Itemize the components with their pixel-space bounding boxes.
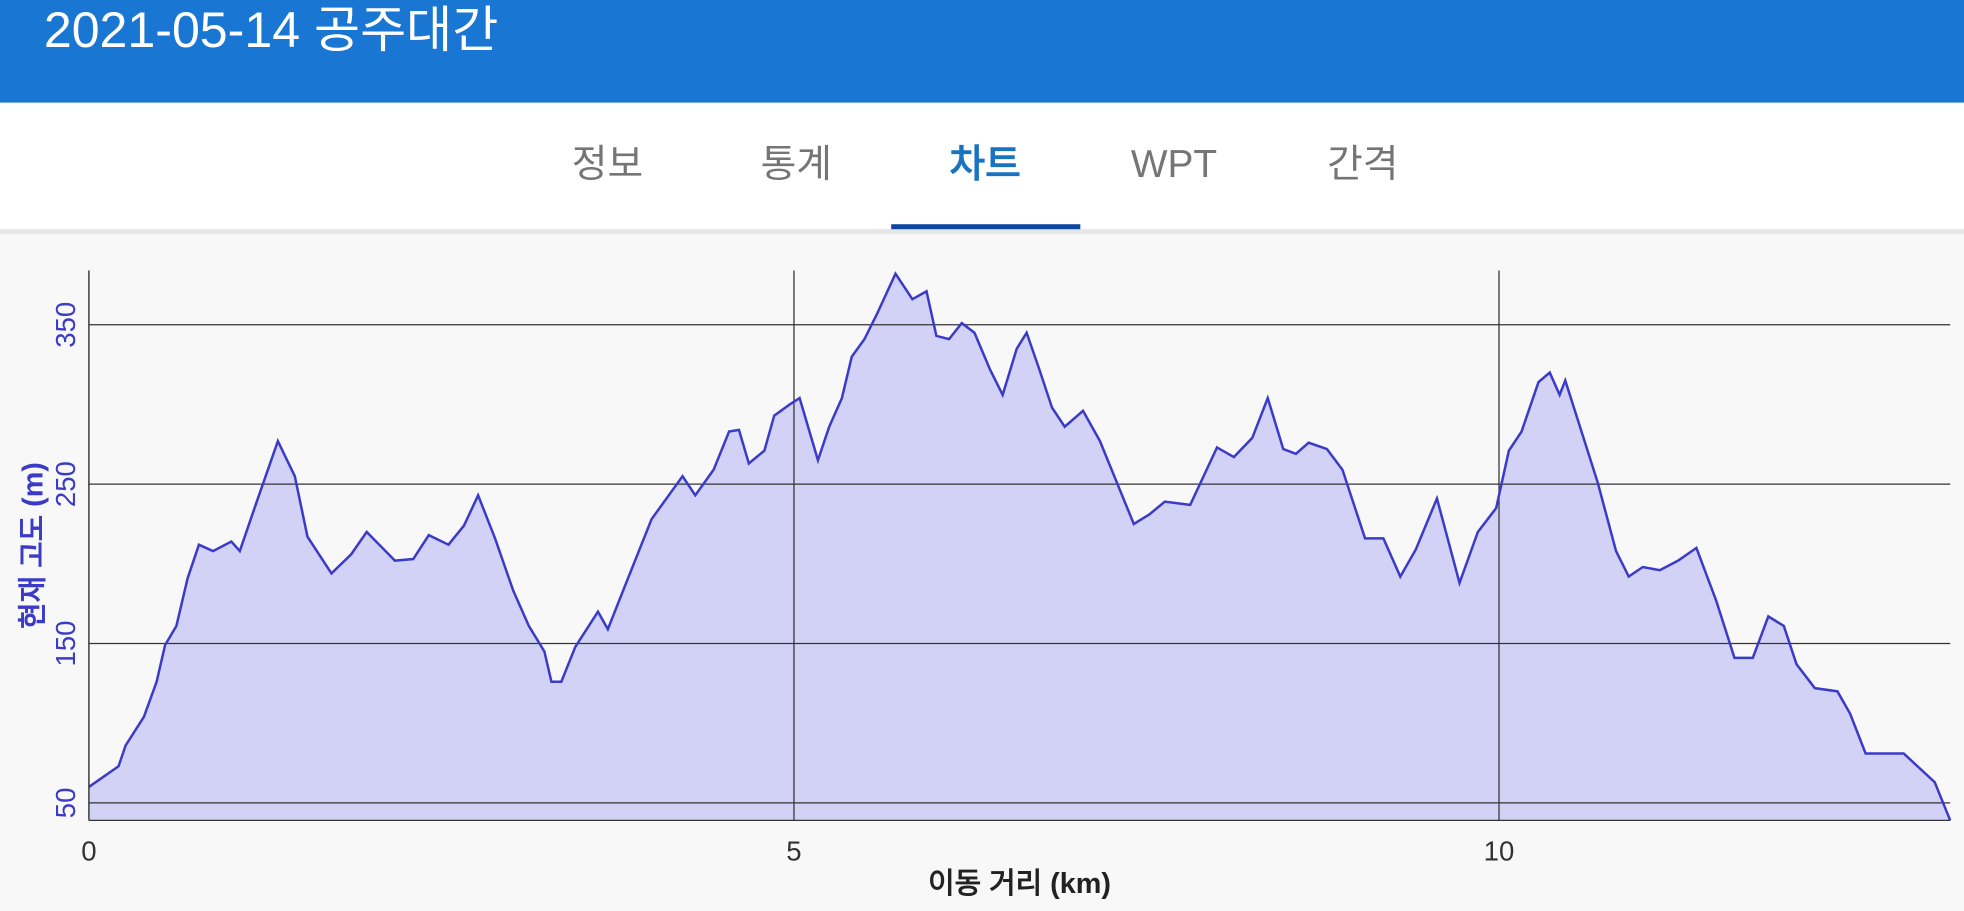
y-tick-label: 150 — [50, 621, 81, 667]
tab-label: 간격 — [1327, 143, 1398, 186]
tab-label: WPT — [1131, 143, 1217, 186]
tab-indicator — [891, 224, 1081, 230]
y-tick-label: 250 — [50, 461, 81, 507]
chart: 50 150 250 350 0 5 10 이동 거리 (km) 현재 고도 (m) — [18, 270, 1952, 900]
app-bar — [0, 0, 1964, 103]
elevation-line — [88, 271, 1952, 821]
elevation-area — [88, 273, 1951, 821]
tab-bar — [0, 102, 1964, 230]
tab[interactable]: 간격 — [1327, 143, 1398, 186]
tab[interactable]: 정보 — [572, 143, 643, 186]
tab[interactable]: WPT — [1131, 143, 1217, 186]
tab-label: 통계 — [761, 143, 832, 186]
page-title: 2021-05-14 공주대간 — [44, 2, 499, 58]
y-tick-label: 350 — [50, 302, 81, 348]
y-tick-label: 50 — [50, 788, 81, 819]
tabs: 정보 통계 차트 WPT 간격 — [572, 143, 1398, 230]
x-axis-label: 이동 거리 (km) — [928, 868, 1111, 900]
x-tick-label: 10 — [1484, 835, 1515, 866]
tab[interactable]: 통계 — [761, 143, 832, 186]
y-axis-label: 현재 고도 (m) — [18, 462, 50, 629]
tab-label: 차트 — [949, 143, 1020, 186]
tab-label: 정보 — [572, 143, 643, 186]
x-tick-label: 5 — [786, 835, 801, 866]
x-tick-label: 0 — [81, 835, 96, 866]
tab-shadow — [0, 229, 1964, 235]
tab[interactable]: 차트 — [891, 143, 1081, 230]
